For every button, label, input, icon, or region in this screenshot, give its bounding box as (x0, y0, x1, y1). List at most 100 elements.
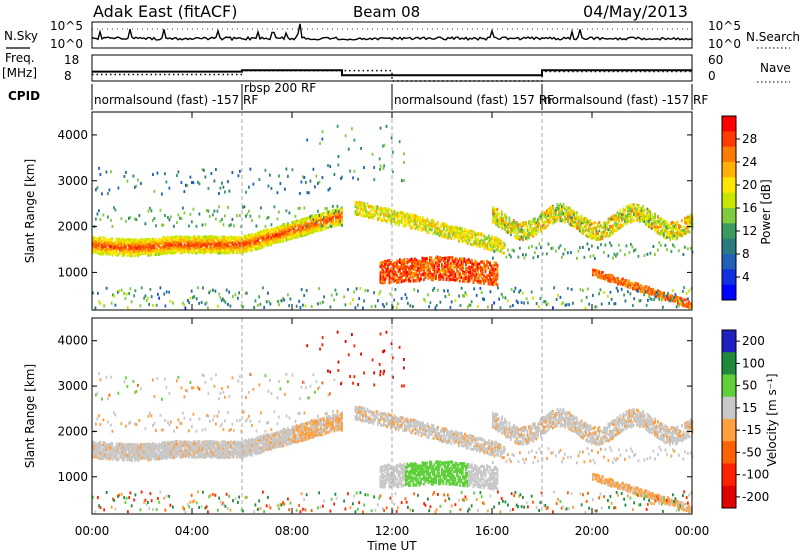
power-cell (423, 224, 426, 228)
power-cell (552, 211, 554, 215)
power-cell (185, 244, 187, 248)
power-cell (396, 220, 399, 224)
power-cell (480, 238, 483, 242)
power-cell (492, 277, 494, 281)
power-cell (401, 216, 403, 220)
power-cell (282, 227, 285, 231)
power-cell (200, 238, 202, 242)
power-cell (135, 244, 138, 248)
power-cell (107, 248, 109, 252)
power-cell (537, 255, 539, 259)
power-cell (478, 266, 481, 270)
power-cell (576, 224, 578, 228)
power-cell (427, 263, 430, 267)
power-cell (177, 170, 180, 174)
power-cell (267, 235, 270, 239)
power-cell (491, 236, 493, 240)
power-cell (314, 224, 316, 228)
power-cell (381, 279, 383, 283)
power-cell (564, 217, 566, 221)
power-cell (258, 177, 261, 181)
power-cell (234, 245, 237, 249)
power-cell (534, 251, 536, 255)
power-cell (486, 276, 488, 280)
power-cell (368, 211, 370, 215)
power-cell (297, 220, 300, 224)
power-cell (579, 220, 581, 224)
power-cell (556, 218, 559, 222)
power-cell (245, 190, 247, 194)
power-cell (420, 263, 422, 267)
power-cell (116, 241, 118, 245)
power-cell (483, 243, 486, 247)
power-cell (454, 272, 457, 276)
power-cell (498, 212, 500, 216)
power-cell (219, 219, 222, 223)
power-cell (117, 238, 120, 242)
power-cell (99, 172, 102, 176)
power-cell (387, 208, 390, 212)
power-cell (333, 208, 336, 212)
power-cell (454, 257, 457, 261)
noise-right-tick-bottom: 10^0 (708, 37, 741, 51)
power-cell (206, 244, 208, 248)
power-cell (233, 243, 235, 247)
power-cell (201, 242, 204, 246)
power-cell (108, 243, 111, 247)
power-cell (547, 242, 550, 246)
power-cell (488, 238, 490, 242)
power-cell (98, 209, 100, 213)
power-cell (299, 191, 301, 195)
power-cell (592, 254, 595, 258)
power-cell (543, 220, 545, 224)
noise-right-tick-top: 10^5 (708, 19, 741, 33)
power-cell (276, 191, 279, 195)
power-cell (326, 219, 328, 223)
power-cell (129, 246, 132, 250)
power-cell (186, 235, 189, 239)
power-cell (279, 182, 282, 186)
power-cell (192, 207, 195, 211)
power-cell (290, 225, 292, 229)
power-cell (380, 218, 382, 222)
power-cell (317, 219, 319, 223)
power-cell (465, 241, 468, 245)
power-cell (303, 223, 306, 227)
power-cell (167, 250, 169, 254)
power-cell (120, 248, 123, 252)
power-cell (155, 241, 157, 245)
power-cell (474, 232, 477, 236)
power-cell (411, 266, 413, 270)
power-cell (447, 256, 449, 260)
power-cell (489, 273, 491, 277)
power-cell (487, 260, 490, 264)
power-cell (380, 211, 382, 215)
power-cell (488, 242, 490, 246)
power-cell (422, 220, 424, 224)
power-cell (212, 213, 214, 217)
power-cell (516, 236, 518, 240)
power-cell (267, 184, 270, 188)
power-cell (438, 227, 441, 231)
power-cell (137, 253, 139, 257)
power-cell (300, 218, 303, 222)
power-cell (400, 261, 403, 265)
power-cell (260, 230, 262, 234)
power-cell (438, 267, 440, 271)
power-cell (446, 235, 448, 239)
power-cell (522, 232, 524, 236)
power-cell (93, 249, 96, 253)
power-cell (96, 246, 99, 250)
power-cell (183, 190, 186, 194)
power-cell (424, 265, 427, 269)
power-cell (209, 239, 211, 243)
power-cell (397, 279, 400, 283)
power-cell (168, 237, 171, 241)
power-cell (408, 217, 411, 221)
power-cell (233, 245, 235, 249)
power-cell (535, 228, 538, 232)
power-cell (324, 219, 327, 223)
power-cell (192, 181, 195, 185)
power-cell (495, 222, 497, 226)
power-cell (275, 227, 277, 231)
